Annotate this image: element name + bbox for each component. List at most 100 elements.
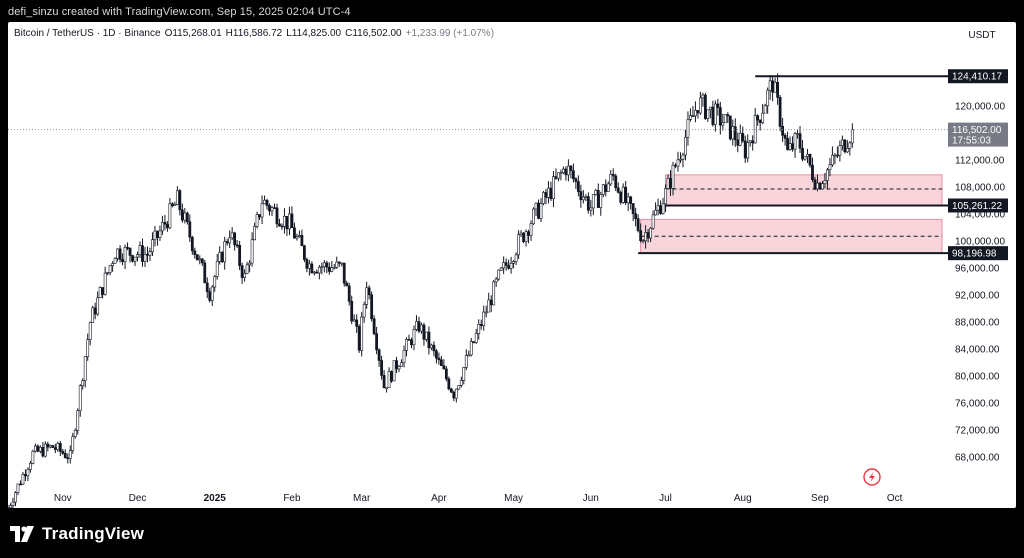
candle <box>773 77 777 93</box>
candle <box>544 188 548 205</box>
candle-body <box>811 164 814 181</box>
candle <box>850 123 854 148</box>
candle <box>68 445 72 464</box>
currency-button[interactable]: USDT <box>968 30 996 41</box>
candle <box>796 129 799 139</box>
lightning-icon[interactable] <box>863 468 881 486</box>
candle-body <box>111 263 115 266</box>
candle <box>444 366 448 382</box>
candle <box>778 95 782 132</box>
candle-body <box>101 287 105 295</box>
candle-body <box>275 207 279 225</box>
candle <box>255 211 259 229</box>
candle-body <box>681 154 685 160</box>
candle <box>823 172 827 189</box>
candle-body <box>233 232 237 246</box>
candle-body <box>24 474 27 477</box>
candle-body <box>263 199 266 205</box>
candle-body <box>552 176 555 199</box>
candle <box>449 387 453 394</box>
candle <box>103 266 107 296</box>
tradingview-logo-icon <box>10 526 34 542</box>
candle <box>756 114 760 126</box>
candle <box>726 112 730 124</box>
candle <box>733 118 737 147</box>
demand-zone-1[interactable] <box>665 174 943 206</box>
candle-body <box>748 140 752 143</box>
candle <box>151 232 154 257</box>
y-tick-label: 96,000.00 <box>955 264 1000 275</box>
candle-body <box>788 143 792 150</box>
candle-body <box>170 203 174 207</box>
candle <box>400 359 403 367</box>
candle-body <box>596 190 600 208</box>
candle <box>564 166 568 181</box>
candle-body <box>26 469 30 477</box>
candle-body <box>806 153 809 157</box>
candle <box>143 247 147 267</box>
candle-body <box>320 266 324 269</box>
candle <box>233 231 237 251</box>
open-label: O <box>164 28 173 39</box>
candle <box>432 341 436 357</box>
candle-body <box>98 287 102 299</box>
candle-body <box>405 339 408 351</box>
candle-body <box>547 187 550 198</box>
candle-body <box>68 450 72 460</box>
candle-body <box>29 462 32 470</box>
candle-body <box>156 230 159 239</box>
candle-body <box>559 172 563 174</box>
candle-body <box>91 307 95 323</box>
candle <box>596 183 600 208</box>
candle <box>195 254 199 261</box>
candle-body <box>701 94 705 99</box>
candle <box>53 443 57 454</box>
candle <box>464 349 468 371</box>
candle <box>811 157 814 183</box>
candle-body <box>133 256 137 262</box>
candle-body <box>360 316 364 351</box>
candle-body <box>522 232 525 242</box>
candle <box>56 441 60 453</box>
candle-body <box>260 203 264 218</box>
candle-body <box>504 262 508 266</box>
candle <box>626 192 630 212</box>
candle-body <box>758 119 762 123</box>
candle <box>81 378 85 390</box>
candle-body <box>594 190 598 195</box>
candle-body <box>375 333 379 351</box>
candle-body <box>151 239 154 252</box>
candle-body <box>203 262 207 284</box>
candle <box>507 259 511 270</box>
candle <box>156 230 159 246</box>
candle-body <box>123 247 127 262</box>
candle <box>459 376 463 388</box>
candle-body <box>71 436 75 451</box>
candle-body <box>188 221 192 238</box>
candle-body <box>472 341 476 343</box>
candle <box>624 180 628 206</box>
candle <box>273 203 276 209</box>
candle-body <box>534 202 538 210</box>
candle <box>161 215 164 236</box>
candle-body <box>614 175 618 189</box>
candle-body <box>452 391 456 399</box>
chart-frame[interactable]: Bitcoin / TetherUS · 1D · Binance O 115,… <box>8 22 1016 508</box>
candle-body <box>477 324 481 334</box>
candle <box>728 115 732 141</box>
candle <box>11 497 15 508</box>
candle <box>828 157 832 177</box>
candle-body <box>310 263 314 274</box>
candle <box>741 126 745 143</box>
x-tick-label: Sep <box>811 493 829 504</box>
candle <box>245 261 249 275</box>
candle <box>367 285 371 300</box>
candle <box>335 256 339 269</box>
candle-body <box>741 133 745 142</box>
candle-body <box>746 142 750 159</box>
candlestick-chart[interactable]: 68,000.00 72,000.00 76,000.00 80,000.00 84,0… <box>8 22 1016 508</box>
candle <box>415 315 418 332</box>
candle <box>108 265 112 276</box>
candle-body <box>791 143 794 150</box>
candle-body <box>619 192 623 203</box>
